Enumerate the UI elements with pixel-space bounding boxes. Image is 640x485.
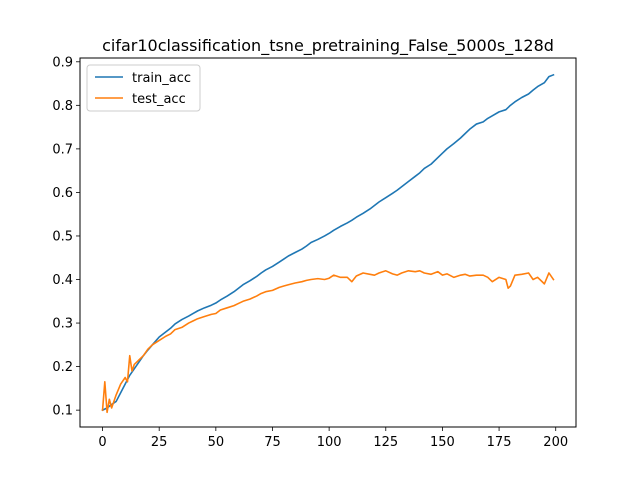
x-tick-label: 200 [543,435,568,450]
y-tick-label: 0.3 [52,317,73,332]
x-tick-label: 75 [264,435,281,450]
plot-frame [79,57,577,428]
y-tick-label: 0.6 [52,186,73,201]
series-line-train_acc [101,73,555,412]
axes-layer: 0 25 50 75 100 125 150 175 200 0.1 0.2 0.3 0.4 0.5 0.6… [52,55,577,450]
series-line-test_acc [101,269,555,414]
y-tick-label: 0.2 [52,360,73,375]
y-tick-label: 0.8 [52,99,73,114]
x-tick-label: 0 [98,435,106,450]
y-tick-label: 0.4 [52,273,73,288]
y-tick-label: 0.5 [52,229,73,244]
chart-title: cifar10classification_tsne_pretraining_F… [102,36,554,56]
y-tick-label: 0.7 [52,142,73,157]
legend-label-test_acc: test_acc [132,92,186,107]
y-tick-label: 0.1 [52,404,73,419]
series-layer [101,73,555,414]
legend: train_acc test_acc [86,64,201,112]
y-tick-label: 0.9 [52,55,73,70]
legend-label-train_acc: train_acc [132,71,191,86]
x-tick-label: 100 [317,435,342,450]
x-tick-label: 125 [373,435,398,450]
x-tick-label: 25 [151,435,168,450]
x-tick-label: 150 [430,435,455,450]
x-tick-label: 175 [487,435,512,450]
x-tick-label: 50 [208,435,225,450]
